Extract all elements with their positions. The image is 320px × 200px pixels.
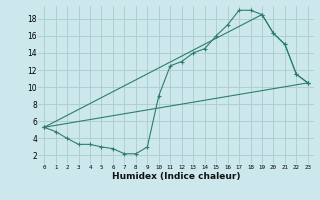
X-axis label: Humidex (Indice chaleur): Humidex (Indice chaleur) <box>112 172 240 181</box>
